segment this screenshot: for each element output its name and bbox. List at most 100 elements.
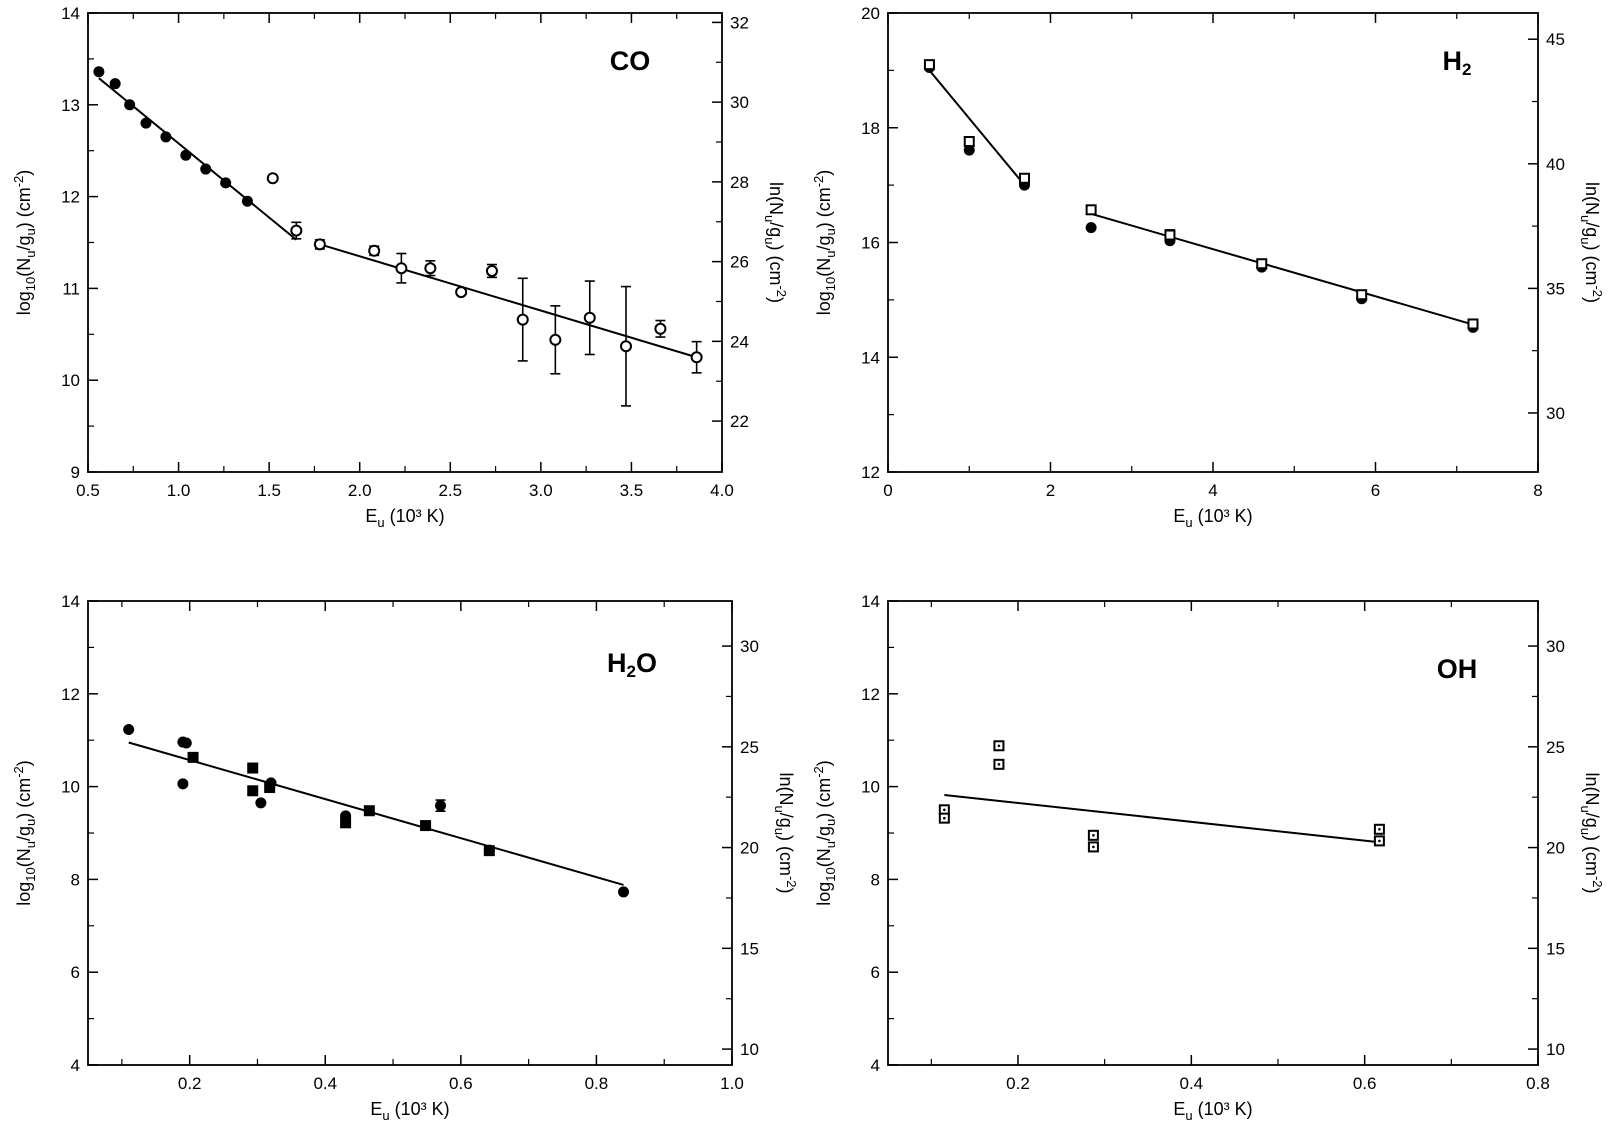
panel-title-part: O <box>636 648 657 678</box>
data-point <box>424 262 437 275</box>
x-axis-label-part: (10³ K) <box>1193 1099 1253 1119</box>
data-point <box>963 136 975 148</box>
y2-tick-label: 28 <box>730 173 749 192</box>
y2-axis-label-part: -2 <box>1591 285 1606 297</box>
y-tick-label: 12 <box>61 188 80 207</box>
data-point <box>1164 229 1176 241</box>
data-point <box>435 800 447 812</box>
x-tick-label: 8 <box>1533 481 1542 500</box>
data-point <box>220 177 232 189</box>
x-axis-label-part: E <box>1173 506 1185 526</box>
y-tick-label: 14 <box>61 4 80 23</box>
data-point <box>187 751 199 763</box>
y-axis-label-part: ) (cm <box>14 187 34 228</box>
data-point <box>290 224 303 237</box>
y2-tick-label: 30 <box>730 93 749 112</box>
y-axis-label-part: u <box>823 228 838 235</box>
y-axis-label-part: /g <box>814 236 834 251</box>
data-point <box>247 762 259 774</box>
data-point <box>180 737 192 749</box>
y2-tick-label: 35 <box>1546 279 1565 298</box>
data-point <box>266 172 279 185</box>
data-point <box>1019 172 1030 184</box>
data-point <box>1356 289 1368 301</box>
y2-tick-label: 10 <box>740 1040 759 1059</box>
x-tick-label: 4.0 <box>710 481 734 500</box>
data-point <box>368 244 381 257</box>
y-axis-label-part: 10 <box>823 277 838 291</box>
panel-title: OH <box>1437 654 1478 684</box>
y-axis-label-part: ) <box>814 760 834 766</box>
data-point <box>241 195 253 207</box>
data-point <box>619 340 632 353</box>
x-axis-label-part: E <box>1173 1099 1185 1119</box>
y2-axis-label-part: ) (cm <box>776 835 796 876</box>
y-axis-label-part: ) <box>14 760 34 766</box>
data-point-dot <box>997 763 1001 766</box>
x-axis-label-part: E <box>365 506 377 526</box>
data-point <box>264 782 276 794</box>
y-tick-label: 14 <box>861 348 880 367</box>
y2-axis-label-part: /g <box>776 813 796 828</box>
data-point <box>485 264 498 277</box>
y-tick-label: 14 <box>861 592 880 611</box>
x-tick-label: 1.0 <box>720 1074 744 1093</box>
data-point <box>93 66 105 78</box>
x-axis-label-part: u <box>382 1108 389 1123</box>
data-point <box>313 238 326 251</box>
data-point <box>180 149 192 161</box>
y2-tick-label: 26 <box>730 253 749 272</box>
data-point <box>1467 318 1479 330</box>
y-tick-label: 12 <box>861 685 880 704</box>
y2-tick-label: 25 <box>1546 738 1565 757</box>
x-axis-label: Eu (10³ K) <box>370 1099 449 1123</box>
panel-title-part: OH <box>1437 654 1478 684</box>
x-axis-label: Eu (10³ K) <box>365 506 444 530</box>
plot-frame <box>87 12 723 473</box>
y2-axis-label-part: ln(N <box>776 772 796 805</box>
y2-axis-label-part: u <box>1578 237 1593 244</box>
data-point <box>255 797 267 809</box>
y-axis-label-part: log <box>14 291 34 315</box>
x-tick-label: 2.0 <box>348 481 372 500</box>
y2-axis-label-part: -2 <box>785 876 800 888</box>
data-point-dot <box>1378 839 1381 843</box>
y-axis-label-part: -2 <box>811 766 826 778</box>
data-point-dot <box>1092 834 1095 837</box>
x-tick-label: 0.4 <box>313 1074 337 1093</box>
data-point <box>109 78 121 90</box>
data-point-dot <box>1378 827 1381 831</box>
data-point <box>140 117 152 129</box>
x-tick-label: 0.2 <box>1006 1074 1030 1093</box>
y2-axis-label: ln(Nu/gu) (cm-2) <box>762 182 789 303</box>
fit-line <box>928 69 1026 186</box>
y2-axis-label-part: /g <box>766 222 786 237</box>
y-axis-label-part: ) (cm <box>814 778 834 819</box>
data-point <box>160 131 172 143</box>
y-axis-label-part: u <box>823 819 838 826</box>
x-axis-label-part: (10³ K) <box>385 506 445 526</box>
y-tick-label: 9 <box>71 463 80 482</box>
data-point <box>1085 222 1097 234</box>
y2-axis-label-part: u <box>762 215 777 222</box>
y2-axis-label-part: u <box>1578 215 1593 222</box>
y-axis-label-part: u <box>23 228 38 235</box>
panel-title: H2 <box>1443 46 1472 79</box>
y2-tick-label: 15 <box>740 939 759 958</box>
y-axis-label: log10(Nu/gu) (cm-2) <box>811 760 838 906</box>
panel-title-part: 2 <box>1462 60 1471 79</box>
data-point <box>395 262 408 275</box>
y-axis-label-part: 10 <box>23 867 38 881</box>
y-axis-label-part: u <box>823 841 838 848</box>
data-point-dot <box>1092 845 1095 849</box>
x-tick-label: 1.5 <box>257 481 281 500</box>
y-axis-label-part: (N <box>814 848 834 867</box>
y2-axis-label: ln(Nu/gu) (cm-2) <box>772 772 799 893</box>
data-point <box>483 845 495 857</box>
y2-tick-label: 25 <box>740 738 759 757</box>
data-point <box>177 778 189 790</box>
y2-axis-label-part: ) (cm <box>1582 244 1602 285</box>
y2-tick-label: 24 <box>730 332 749 351</box>
y-tick-label: 10 <box>861 778 880 797</box>
data-point <box>1085 204 1097 216</box>
